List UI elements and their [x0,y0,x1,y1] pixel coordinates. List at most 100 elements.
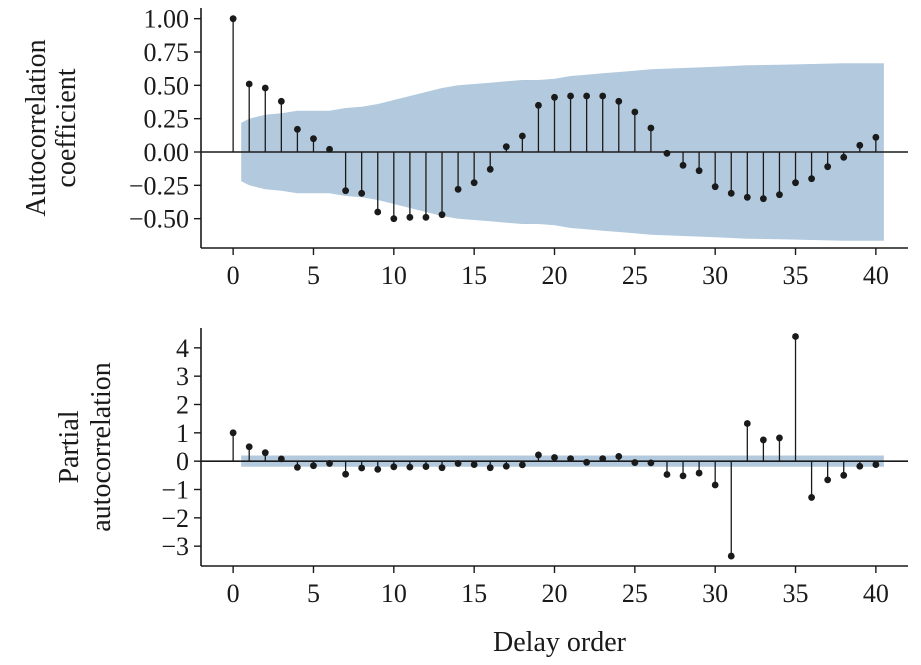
acf-y-tick-label: −0.50 [129,205,189,234]
acf-point [856,141,864,149]
acf-point [840,153,848,161]
acf-y-tick-label: −0.25 [129,171,189,200]
acf-point [470,179,478,187]
pacf-point [358,464,366,472]
acf-point [695,167,703,175]
acf-x-tick-label: 20 [542,261,568,290]
acf-y-tick-label: 0.75 [144,38,190,67]
acf-point [518,132,526,140]
pacf-x-tick-label: 40 [863,579,889,608]
pacf-point [567,455,574,463]
pacf-point [342,470,350,478]
pacf-x-tick-label: 5 [307,579,320,608]
pacf-point [743,420,751,427]
pacf-x-tick-label: 10 [381,579,407,608]
acf-point [599,92,607,100]
pacf-point [518,461,526,469]
acf-point [567,92,574,100]
acf-y-tick-label: 0.25 [144,105,190,134]
acf-point [663,149,671,157]
pacf-point [229,429,237,437]
acf-x-tick-label: 10 [381,261,407,290]
pacf-point [647,459,655,467]
acf-point [824,163,832,171]
acf-point [792,179,799,187]
pacf-point [856,462,864,470]
acf-point [390,215,398,223]
pacf-point [294,464,301,471]
pacf-y-axis-title: autocorrelation [86,362,117,531]
pacf-point [679,472,687,480]
acf-point [229,15,237,23]
acf-point [535,101,542,109]
pacf-point [438,464,446,472]
pacf-y-tick-label: 0 [176,447,189,476]
pacf-x-axis-title: Delay order [493,627,627,658]
acf-x-tick-label: 0 [227,261,240,290]
pacf-point [261,449,269,457]
pacf-y-tick-label: 4 [176,334,189,363]
pacf-point [374,465,382,473]
acf-point [406,213,414,221]
acf-y-axis-title: coefficient [51,68,82,187]
acf-y-tick-label: 1.00 [144,5,190,34]
pacf-point [422,463,430,470]
pacf-point [727,552,735,560]
acf-y-axis-title: Autocorrelation [21,39,52,216]
acf-panel: 1.00 0.75 0.50 0.25 0.00 −0.25 −0.50 0 5 10 15 20 25… [21,5,908,290]
acf-point [615,97,623,105]
pacf-y-tick-label: −3 [161,532,189,561]
pacf-point [776,434,783,442]
acf-point [727,189,735,197]
pacf-point [631,459,639,466]
pacf-x-tick-label: 20 [542,579,568,608]
acf-x-tick-label: 40 [863,261,889,290]
acf-point [422,213,430,221]
acf-point [872,133,880,141]
acf-point [631,108,639,116]
acf-point [502,143,510,151]
pacf-x-tick-label: 0 [227,579,240,608]
acf-y-tick-label: 0.50 [144,71,190,100]
acf-x-tick-label: 30 [702,261,728,290]
pacf-x-tick-label: 15 [461,579,487,608]
pacf-point [390,463,398,471]
acf-point [454,185,462,193]
acf-point [261,84,269,92]
pacf-y-tick-label: 1 [176,419,189,448]
pacf-y-tick-label: 3 [176,362,189,391]
pacf-point [277,455,285,463]
acf-point [759,195,767,203]
pacf-point [663,471,671,478]
pacf-point [840,471,848,479]
acf-point [277,97,285,105]
pacf-x-tick-label: 35 [783,579,809,608]
acf-point [711,183,719,191]
pacf-point [792,333,799,340]
pacf-point [759,436,767,444]
acf-y-tick-label: 0.00 [144,138,190,167]
pacf-y-tick-label: −1 [161,476,189,505]
acf-point [310,135,317,143]
pacf-point [502,462,510,470]
pacf-point [599,455,607,463]
acf-x-tick-label: 15 [461,261,487,290]
pacf-point [872,461,880,468]
acf-point [245,80,253,88]
acf-point [808,175,815,183]
pacf-y-tick-label: 2 [176,391,189,420]
pacf-point [310,462,317,470]
acf-point [776,191,783,199]
acf-point [551,93,558,101]
acf-point [679,161,687,169]
acf-x-tick-label: 25 [622,261,648,290]
pacf-point [551,454,558,461]
pacf-point [470,461,478,468]
acf-x-tick-label: 35 [783,261,809,290]
acf-point [374,208,382,216]
pacf-point [454,460,462,467]
acf-point [743,193,751,201]
pacf-x-tick-label: 25 [622,579,648,608]
